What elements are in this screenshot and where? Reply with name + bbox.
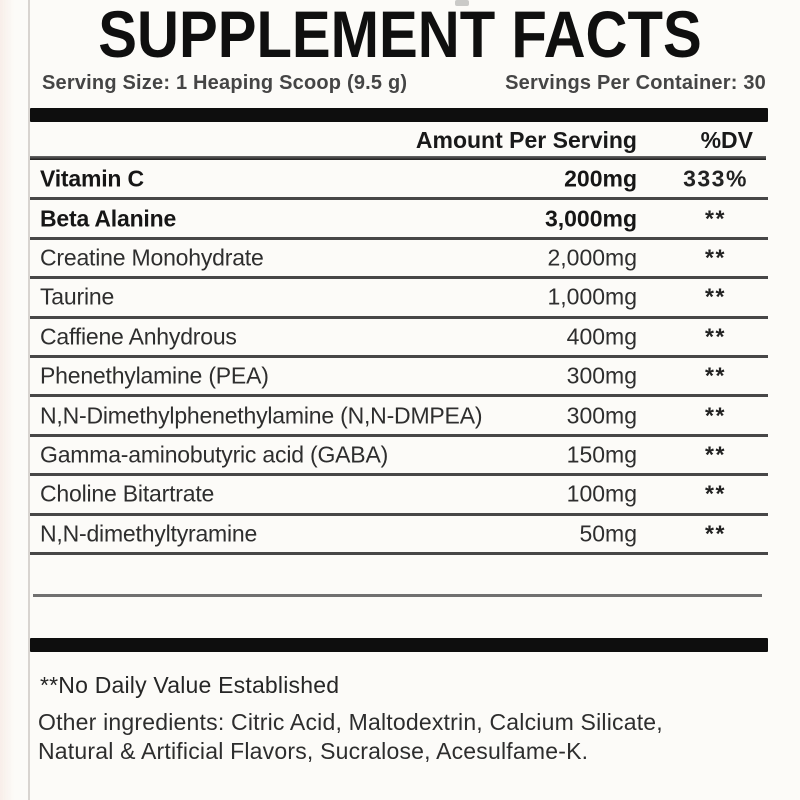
ingredient-name: N,N-dimethyltyramine — [40, 520, 258, 547]
label-edge-line — [28, 0, 30, 800]
ingredient-dv: ** — [705, 283, 726, 310]
ingredient-dv: ** — [705, 441, 726, 468]
serving-size-text: Serving Size: 1 Heaping Scoop (9.5 g) — [42, 72, 408, 94]
servings-per-container-text: Servings Per Container: 30 — [505, 72, 766, 94]
ingredient-amount: 1,000mg — [547, 283, 637, 310]
ingredient-amount: 400mg — [566, 323, 637, 350]
top-divider-bar — [30, 108, 768, 122]
ingredient-dv: ** — [705, 402, 726, 429]
ingredient-dv: ** — [705, 323, 726, 350]
ingredient-name: Gamma-aminobutyric acid (GABA) — [40, 441, 389, 468]
table-row: Choline Bitartrate 100mg ** — [30, 476, 768, 516]
ingredient-amount: 200mg — [564, 165, 637, 192]
table-row: Vitamin C 200mg 333% — [30, 161, 768, 201]
panel-title: SUPPLEMENT FACTS — [98, 0, 702, 71]
bottom-divider-bar — [30, 638, 768, 652]
photo-edge-tint — [0, 0, 14, 800]
other-ingredients-line: Natural & Artificial Flavors, Sucralose,… — [38, 738, 589, 764]
table-row: Taurine 1,000mg ** — [30, 279, 768, 319]
dv-header: %DV — [700, 127, 753, 153]
ingredient-dv: ** — [705, 362, 726, 389]
ingredient-name: Vitamin C — [40, 165, 144, 192]
table-row: Creatine Monohydrate 2,000mg ** — [30, 240, 768, 280]
table-row: Beta Alanine 3,000mg ** — [30, 200, 768, 240]
ingredient-table: Vitamin C 200mg 333% Beta Alanine 3,000m… — [30, 161, 768, 555]
ingredient-amount: 50mg — [579, 520, 637, 547]
ingredient-dv: ** — [705, 244, 726, 271]
other-ingredients-line: Other ingredients: Citric Acid, Maltodex… — [38, 709, 663, 735]
table-header: Amount Per Serving %DV — [0, 127, 800, 157]
amount-per-serving-header: Amount Per Serving — [415, 127, 637, 153]
table-row: Gamma-aminobutyric acid (GABA) 150mg ** — [30, 437, 768, 477]
table-row: Phenethylamine (PEA) 300mg ** — [30, 358, 768, 398]
ingredient-amount: 3,000mg — [544, 205, 637, 232]
ingredient-name: Creatine Monohydrate — [40, 244, 264, 271]
ingredient-name: Taurine — [40, 283, 115, 310]
ingredient-amount: 300mg — [566, 362, 637, 389]
table-row: N,N-dimethyltyramine 50mg ** — [30, 516, 768, 555]
daily-value-footnote: **No Daily Value Established — [40, 672, 340, 698]
serving-info: Serving Size: 1 Heaping Scoop (9.5 g) Se… — [42, 72, 766, 95]
ingredient-name: Choline Bitartrate — [40, 480, 215, 507]
ingredient-amount: 150mg — [566, 441, 637, 468]
ingredient-name: Phenethylamine (PEA) — [40, 362, 269, 389]
ingredient-name: N,N-Dimethylphenethylamine (N,N-DMPEA) — [40, 402, 483, 429]
ingredient-name: Beta Alanine — [40, 205, 177, 232]
ingredient-amount: 2,000mg — [547, 244, 637, 271]
other-ingredients: Other ingredients: Citric Acid, Maltodex… — [38, 708, 774, 766]
ingredient-dv: 333% — [683, 165, 748, 192]
ingredient-name: Caffiene Anhydrous — [40, 323, 237, 350]
ingredient-amount: 100mg — [566, 480, 637, 507]
empty-row-rule — [33, 594, 762, 597]
table-row: Caffiene Anhydrous 400mg ** — [30, 319, 768, 358]
table-row: N,N-Dimethylphenethylamine (N,N-DMPEA) 3… — [30, 397, 768, 437]
header-rule — [30, 156, 766, 160]
ingredient-dv: ** — [705, 520, 726, 547]
ingredient-dv: ** — [705, 480, 726, 507]
ingredient-dv: ** — [705, 205, 726, 232]
photo-artifact — [455, 0, 469, 6]
ingredient-amount: 300mg — [566, 402, 637, 429]
